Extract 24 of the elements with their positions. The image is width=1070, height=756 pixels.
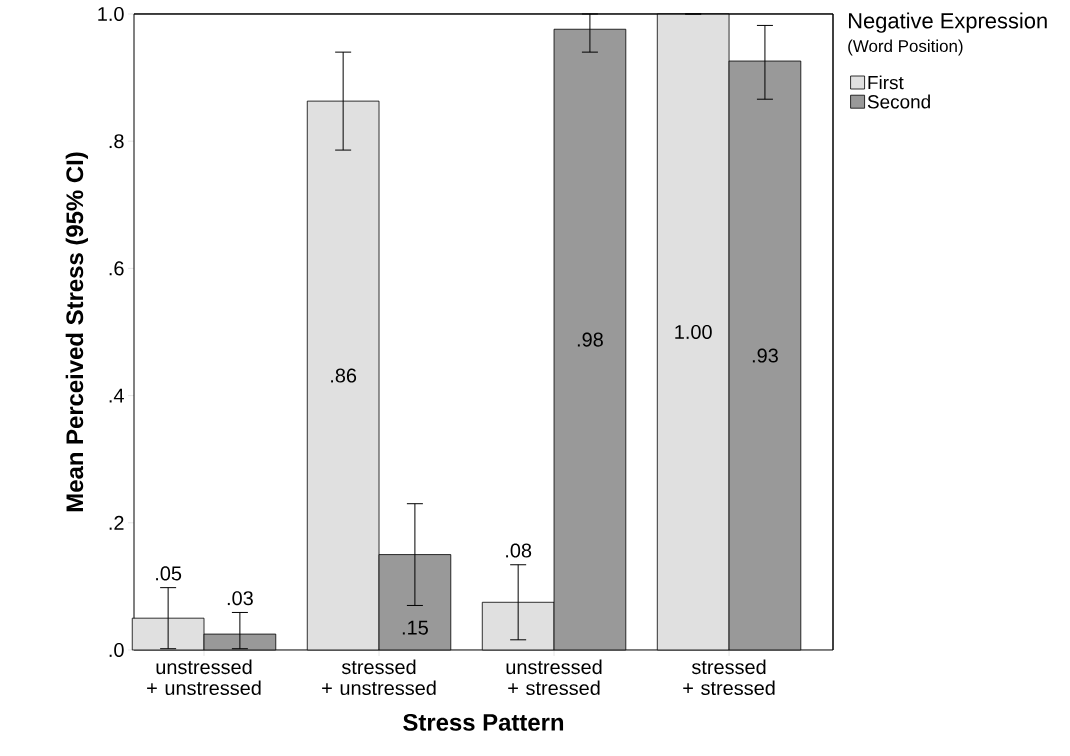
- data-label: .03: [227, 591, 253, 606]
- x-tick-label: stressed + unstressed: [322, 659, 436, 696]
- x-axis-title: Stress Pattern: [403, 713, 564, 731]
- data-label: .93: [752, 348, 778, 363]
- legend-label: First: [868, 75, 904, 90]
- y-tick-label: .2: [109, 515, 124, 530]
- data-label: .86: [331, 368, 357, 383]
- x-tick-label: unstressed + stressed: [506, 659, 602, 696]
- data-label: .08: [506, 543, 532, 558]
- x-tick-label: stressed + stressed: [683, 659, 775, 696]
- legend-label: Second: [867, 94, 930, 109]
- x-tick-label: unstressed + unstressed: [147, 659, 261, 696]
- data-label: .98: [577, 332, 603, 347]
- y-tick-label: .4: [109, 388, 124, 403]
- y-tick-label: 1.0: [98, 6, 124, 22]
- y-tick-label: .8: [109, 134, 124, 149]
- data-label: .15: [402, 620, 428, 635]
- data-label: 1.00: [675, 324, 712, 340]
- text: (Word Position): [848, 39, 963, 56]
- legend-title: Negative Expression: [848, 12, 1047, 33]
- data-label: .05: [156, 566, 182, 581]
- y-tick-label: .6: [109, 261, 124, 276]
- y-axis-title: Mean Perceived Stress (95% CI): [65, 152, 88, 512]
- y-tick-label: .0: [109, 642, 124, 658]
